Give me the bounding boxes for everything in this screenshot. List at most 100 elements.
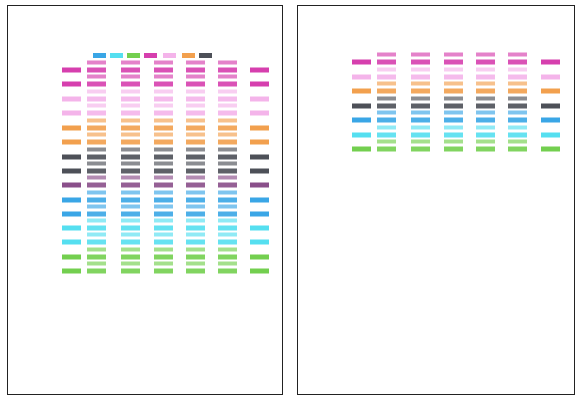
stripe (121, 103, 140, 108)
stripe (508, 96, 527, 101)
stripe (541, 146, 560, 152)
stripe (154, 132, 173, 137)
stripe (154, 74, 173, 79)
stripe (121, 218, 140, 223)
pattern (62, 52, 560, 274)
stripe (508, 88, 527, 94)
stripe (411, 88, 430, 94)
stripe (508, 103, 527, 109)
stripe (476, 67, 495, 72)
stripe (154, 118, 173, 123)
stripe (186, 204, 205, 209)
stripe (87, 197, 106, 203)
stripe (62, 67, 81, 73)
stripe (218, 232, 237, 237)
stripe (377, 96, 396, 101)
stripe (186, 225, 205, 231)
stripe (541, 74, 560, 80)
stripe (508, 125, 527, 130)
stripe (541, 117, 560, 123)
stripe (444, 125, 463, 130)
stripe (218, 204, 237, 209)
stripe (62, 211, 81, 217)
stripe (87, 154, 106, 160)
stripe (250, 182, 269, 188)
stripe (186, 254, 205, 260)
stripe (218, 103, 237, 108)
swatch (199, 53, 212, 58)
stripe (87, 60, 106, 65)
stripe (411, 110, 430, 115)
stripe (218, 67, 237, 73)
stripe (476, 52, 495, 57)
stripe (121, 74, 140, 79)
stripe (154, 261, 173, 266)
stripe (87, 182, 106, 188)
stripe (154, 96, 173, 102)
stripe (377, 125, 396, 130)
stripe (218, 81, 237, 87)
stripe (186, 147, 205, 152)
stripe (218, 211, 237, 217)
stripe (186, 125, 205, 131)
stripe (218, 96, 237, 102)
stripe (186, 110, 205, 116)
stripe (218, 225, 237, 231)
stripe (508, 74, 527, 80)
stripe (508, 139, 527, 144)
stripe (476, 74, 495, 80)
stripe (218, 182, 237, 188)
stripe (377, 110, 396, 115)
stripe (186, 197, 205, 203)
stripe (250, 67, 269, 73)
stripe (377, 67, 396, 72)
stripe (186, 211, 205, 217)
stripe (444, 117, 463, 123)
stripe (154, 211, 173, 217)
stripe (121, 175, 140, 180)
stripe (154, 168, 173, 174)
stripe (154, 154, 173, 160)
stripe (186, 81, 205, 87)
stripe (250, 268, 269, 274)
stripe (218, 218, 237, 223)
stripe (541, 132, 560, 138)
stripe (411, 125, 430, 130)
stripe (154, 125, 173, 131)
stripe (444, 52, 463, 57)
stripe (476, 125, 495, 130)
stripe (186, 161, 205, 166)
stripe (444, 103, 463, 109)
stripe (121, 132, 140, 137)
stripe (186, 182, 205, 188)
stripe (121, 182, 140, 188)
stripe (62, 125, 81, 131)
stripe (476, 88, 495, 94)
stripe (250, 254, 269, 260)
stripe (250, 139, 269, 145)
stripe (476, 146, 495, 152)
stripe (476, 132, 495, 138)
stripe (87, 96, 106, 102)
stripe (352, 74, 371, 80)
stripe (154, 268, 173, 274)
stripe (121, 190, 140, 195)
stripe (508, 52, 527, 57)
stripe (476, 96, 495, 101)
stripe (87, 247, 106, 252)
stripe (186, 132, 205, 137)
stripe (121, 261, 140, 266)
stripe (218, 261, 237, 266)
stripe (87, 190, 106, 195)
stripe (186, 175, 205, 180)
swatch (127, 53, 140, 58)
stripe (186, 190, 205, 195)
swatch (163, 53, 176, 58)
stripe (121, 197, 140, 203)
stripe (186, 60, 205, 65)
stripe (154, 175, 173, 180)
stripe (154, 110, 173, 116)
stripe (250, 168, 269, 174)
stripe (154, 197, 173, 203)
